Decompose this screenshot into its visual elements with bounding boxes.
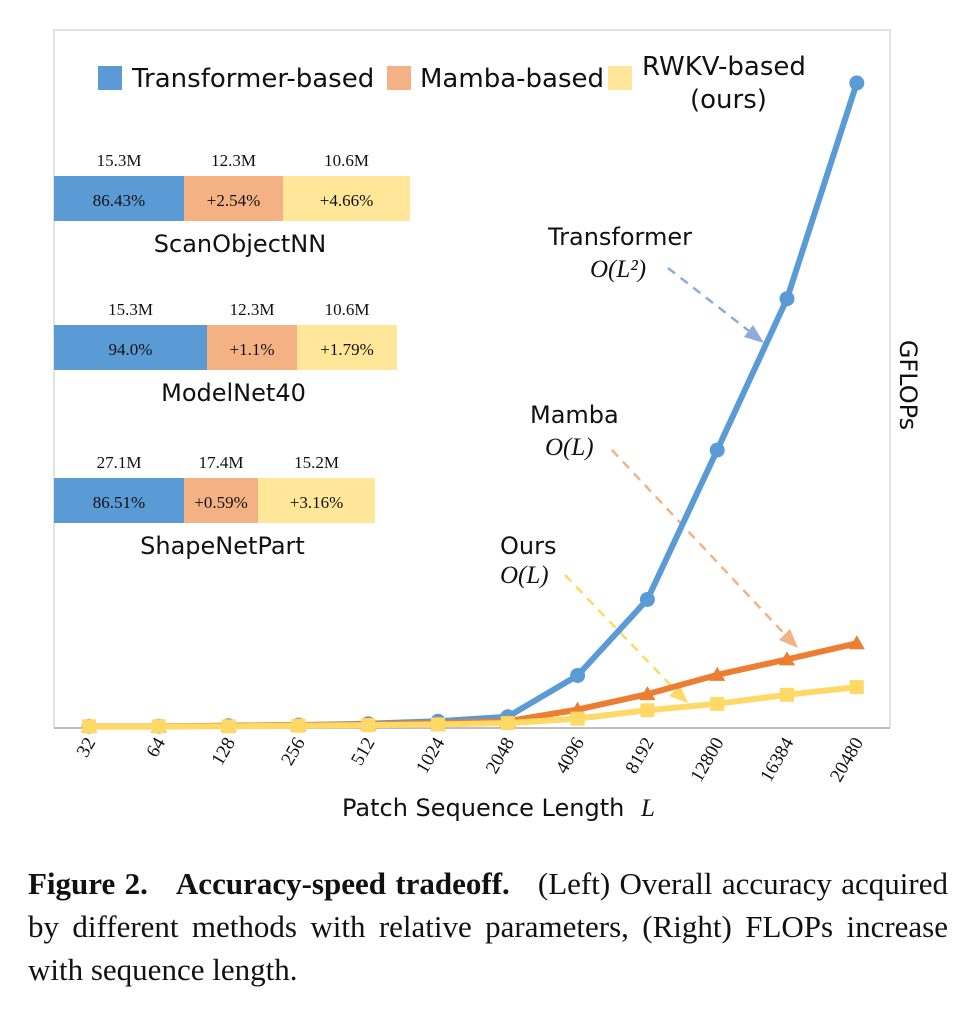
x-tick-labels: 32 64 128 256 512 1024 2048 4096 8192 12800 16384 2… <box>73 734 868 786</box>
legend-label-mamba: Mamba-based <box>420 64 604 94</box>
series-line-ours <box>86 684 860 730</box>
legend-swatch-transformer <box>98 66 122 90</box>
bar-value-scanobjectnn-1: +2.54% <box>207 191 261 210</box>
point-ours-32 <box>82 719 96 734</box>
series-line-mamba <box>86 640 860 730</box>
bar-param-scanobjectnn-1: 12.3M <box>211 151 256 170</box>
bar-param-shapenetpart-1: 17.4M <box>199 453 244 472</box>
bar-segment-shapenetpart-1 <box>184 478 258 523</box>
dataset-label-modelnet40: ModelNet40 <box>161 379 306 407</box>
point-transformer-20480 <box>849 75 865 91</box>
point-transformer-16384 <box>779 291 795 307</box>
bar-param-shapenetpart-2: 15.2M <box>294 453 339 472</box>
point-ours-512 <box>361 718 376 733</box>
bar-value-scanobjectnn-2: +4.66% <box>320 191 374 210</box>
point-mamba-16384 <box>779 651 795 666</box>
point-ours-64 <box>151 719 166 734</box>
x-tick-label-512: 512 <box>347 734 379 769</box>
legend-swatch-mamba <box>387 66 411 90</box>
bar-value-scanobjectnn-0: 86.43% <box>93 191 145 210</box>
x-tick-label-1024: 1024 <box>412 734 449 778</box>
bar-segment-scanobjectnn-0 <box>54 176 184 221</box>
accuracy-bars: 86.43% 15.3M +2.54% 12.3M +4.66% 10.6M ScanObj… <box>54 151 410 560</box>
point-mamba-12800 <box>709 666 726 681</box>
bar-value-shapenetpart-0: 86.51% <box>93 493 145 512</box>
annotation-arrowhead-mamba <box>779 629 798 648</box>
dataset-label-scanobjectnn: ScanObjectNN <box>154 230 326 258</box>
annotation-math-transformer: O(L²) <box>590 256 646 283</box>
legend: Transformer-based Mamba-based RWKV-based… <box>98 52 806 115</box>
point-ours-16384 <box>780 687 794 702</box>
caption-label: Figure 2. <box>28 866 148 901</box>
caption-text: (Left) Overall accuracy acquired by diff… <box>28 866 949 987</box>
bar-value-modelnet40-2: +1.79% <box>320 340 374 359</box>
bar-segment-modelnet40-0 <box>54 325 207 370</box>
point-transformer-4096 <box>570 667 586 683</box>
annotation-math-mamba: O(L) <box>545 434 594 461</box>
annotation-label-transformer: Transformer <box>547 223 692 251</box>
bar-value-modelnet40-0: 94.0% <box>109 340 153 359</box>
x-tick-label-16384: 16384 <box>756 734 798 786</box>
point-transformer-8192 <box>639 591 655 607</box>
series-layer <box>81 75 865 734</box>
bar-param-modelnet40-0: 15.3M <box>108 300 153 319</box>
bar-param-scanobjectnn-2: 10.6M <box>324 151 369 170</box>
x-tick-label-12800: 12800 <box>687 734 729 786</box>
x-tick-label-64: 64 <box>142 734 170 761</box>
x-axis-label-symbol: L <box>640 795 655 822</box>
bar-value-shapenetpart-1: +0.59% <box>194 493 248 512</box>
x-tick-label-4096: 4096 <box>552 734 589 777</box>
point-ours-1024 <box>431 717 445 732</box>
bar-param-shapenetpart-0: 27.1M <box>97 453 142 472</box>
bar-param-modelnet40-1: 12.3M <box>230 300 275 319</box>
annotation-arrowhead-ours <box>669 685 688 703</box>
legend-swatch-rwkv <box>608 66 632 90</box>
bar-segment-shapenetpart-2 <box>258 478 375 523</box>
dataset-label-shapenetpart: ShapeNetPart <box>140 532 305 560</box>
annotation-arrowhead-transformer <box>744 325 764 343</box>
legend-label-rwkv-ours: (ours) <box>690 85 767 115</box>
x-tick-label-32: 32 <box>73 734 101 761</box>
x-tick-label-2048: 2048 <box>482 734 519 777</box>
annotation-label-mamba: Mamba <box>530 401 619 429</box>
bar-segment-scanobjectnn-1 <box>184 176 283 221</box>
point-ours-4096 <box>570 711 585 726</box>
bar-segment-scanobjectnn-2 <box>283 176 410 221</box>
x-tick-label-8192: 8192 <box>622 734 659 777</box>
point-ours-20480 <box>849 680 864 695</box>
legend-label-rwkv: RWKV-based <box>642 52 806 82</box>
point-ours-8192 <box>640 703 655 718</box>
legend-label-transformer: Transformer-based <box>131 64 374 94</box>
caption-title: Accuracy-speed tradeoff. <box>175 866 510 901</box>
bar-segment-modelnet40-2 <box>297 325 397 370</box>
bar-value-modelnet40-1: +1.1% <box>230 340 275 359</box>
point-ours-2048 <box>500 716 515 731</box>
bar-param-modelnet40-2: 10.6M <box>325 300 370 319</box>
bar-value-shapenetpart-2: +3.16% <box>290 493 344 512</box>
bar-segment-shapenetpart-0 <box>54 478 184 523</box>
y-axis-label: GFLOPs <box>894 340 922 430</box>
annotation-math-ours: O(L) <box>500 562 549 589</box>
annotations: Transformer O(L²) Mamba O(L) Ours O(L) <box>500 223 798 703</box>
point-transformer-12800 <box>709 442 725 458</box>
bar-segment-modelnet40-1 <box>207 325 297 370</box>
point-ours-12800 <box>710 696 725 711</box>
figure-caption: Figure 2. Accuracy-speed tradeoff. (Left… <box>28 862 948 991</box>
bar-param-scanobjectnn-0: 15.3M <box>97 151 142 170</box>
point-ours-256 <box>291 718 306 733</box>
x-tick-label-128: 128 <box>207 734 239 769</box>
x-tick-label-256: 256 <box>277 734 309 769</box>
point-mamba-20480 <box>848 635 865 650</box>
annotation-arrow-ours <box>564 574 683 698</box>
annotation-arrow-mamba <box>611 449 793 643</box>
x-tick-label-20480: 20480 <box>826 734 868 786</box>
annotation-arrow-transformer <box>667 267 759 339</box>
point-ours-128 <box>221 719 236 734</box>
point-mamba-8192 <box>639 686 656 701</box>
x-axis-label: Patch Sequence Length <box>342 794 624 822</box>
annotation-label-ours: Ours <box>500 532 556 560</box>
